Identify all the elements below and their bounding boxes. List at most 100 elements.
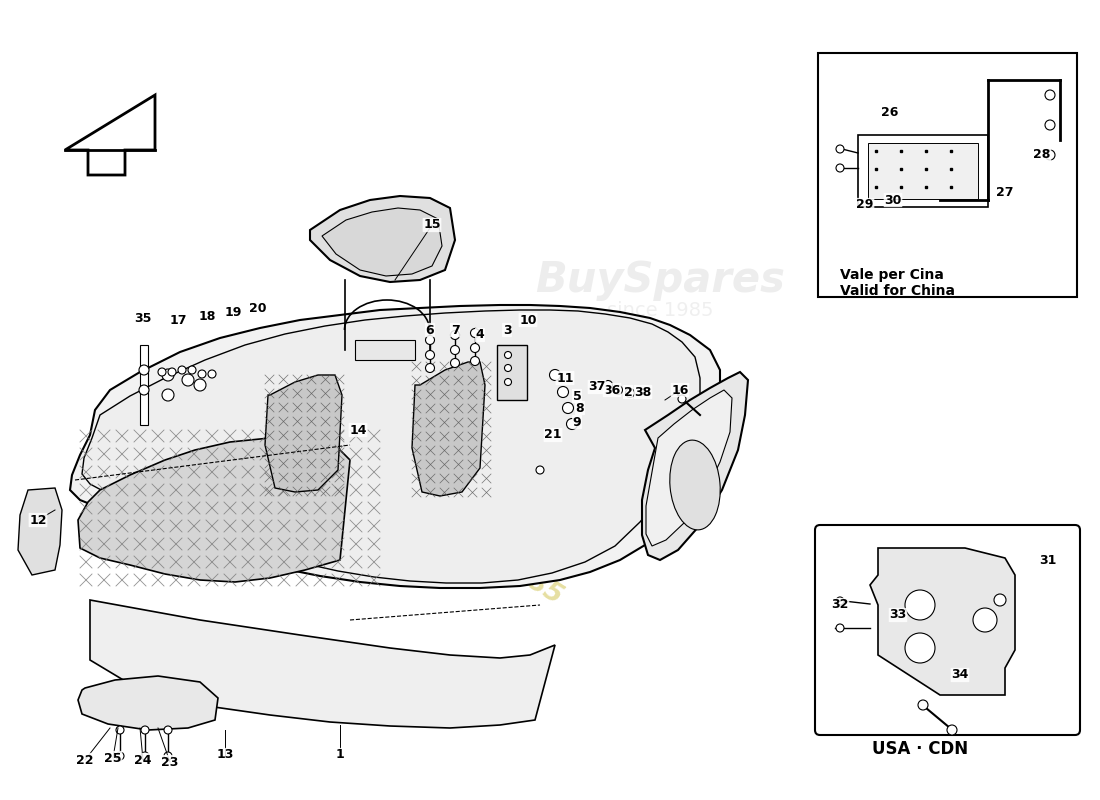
FancyBboxPatch shape	[818, 53, 1077, 297]
Polygon shape	[90, 600, 556, 728]
Text: Valid for China: Valid for China	[840, 284, 955, 298]
Circle shape	[164, 752, 172, 760]
Text: 12: 12	[30, 514, 46, 526]
Text: 14: 14	[350, 423, 366, 437]
Text: 33: 33	[890, 609, 906, 622]
Circle shape	[139, 385, 148, 395]
Text: 23: 23	[162, 755, 178, 769]
Polygon shape	[78, 435, 350, 582]
Circle shape	[505, 378, 512, 386]
Text: 16: 16	[671, 383, 689, 397]
Text: 18: 18	[198, 310, 216, 322]
Circle shape	[141, 752, 149, 760]
Circle shape	[162, 389, 174, 401]
Bar	[497, 345, 527, 400]
Text: 4: 4	[475, 329, 484, 342]
Circle shape	[536, 466, 544, 474]
Circle shape	[994, 594, 1006, 606]
Circle shape	[626, 389, 635, 398]
Circle shape	[178, 366, 186, 374]
Circle shape	[471, 357, 480, 366]
Text: USA · CDN: USA · CDN	[872, 740, 968, 758]
Circle shape	[116, 726, 124, 734]
Circle shape	[208, 370, 216, 378]
Text: 35: 35	[134, 311, 152, 325]
Text: Vale per Cina: Vale per Cina	[840, 268, 944, 282]
Ellipse shape	[670, 440, 720, 530]
Polygon shape	[355, 340, 415, 360]
Circle shape	[505, 365, 512, 371]
Polygon shape	[70, 305, 720, 588]
Polygon shape	[322, 208, 442, 276]
Text: 5: 5	[573, 390, 582, 402]
Circle shape	[451, 330, 460, 339]
Circle shape	[836, 624, 844, 632]
Text: a passion for parts since 1985: a passion for parts since 1985	[173, 350, 568, 610]
FancyBboxPatch shape	[815, 525, 1080, 735]
Circle shape	[505, 351, 512, 358]
Text: 27: 27	[997, 186, 1014, 198]
Polygon shape	[65, 95, 155, 175]
Circle shape	[141, 726, 149, 734]
Circle shape	[471, 329, 480, 338]
Circle shape	[451, 346, 460, 354]
Circle shape	[1045, 120, 1055, 130]
Circle shape	[168, 368, 176, 376]
Text: 13: 13	[217, 749, 233, 762]
Circle shape	[182, 374, 194, 386]
Text: 28: 28	[1033, 149, 1050, 162]
Circle shape	[604, 381, 613, 390]
Circle shape	[836, 597, 844, 605]
Polygon shape	[78, 435, 350, 582]
Text: 10: 10	[519, 314, 537, 326]
Circle shape	[139, 365, 148, 375]
Polygon shape	[412, 362, 485, 496]
Circle shape	[162, 369, 174, 381]
Bar	[140, 345, 148, 425]
Text: 25: 25	[104, 751, 122, 765]
Circle shape	[451, 358, 460, 367]
Circle shape	[1045, 150, 1055, 160]
Text: 3: 3	[503, 323, 512, 337]
Text: 9: 9	[573, 415, 581, 429]
Circle shape	[974, 608, 997, 632]
Text: 26: 26	[881, 106, 899, 118]
Text: 30: 30	[884, 194, 902, 206]
Circle shape	[836, 164, 844, 172]
Bar	[858, 135, 988, 207]
Text: 38: 38	[635, 386, 651, 398]
Text: 31: 31	[1040, 554, 1057, 566]
Circle shape	[905, 590, 935, 620]
Circle shape	[947, 725, 957, 735]
Text: since 1985: since 1985	[607, 301, 713, 319]
Circle shape	[188, 366, 196, 374]
Text: 2: 2	[624, 386, 632, 398]
Circle shape	[1045, 90, 1055, 100]
Text: 29: 29	[856, 198, 873, 211]
Text: 11: 11	[557, 371, 574, 385]
Bar	[868, 143, 978, 199]
Polygon shape	[18, 488, 62, 575]
Text: BuySpares: BuySpares	[535, 259, 785, 301]
Text: 17: 17	[169, 314, 187, 326]
Circle shape	[562, 402, 573, 414]
Polygon shape	[642, 372, 748, 560]
Circle shape	[426, 350, 434, 359]
Polygon shape	[646, 390, 732, 546]
Circle shape	[158, 368, 166, 376]
Text: 19: 19	[224, 306, 242, 318]
Text: 1: 1	[336, 749, 344, 762]
Circle shape	[918, 700, 928, 710]
Text: 32: 32	[832, 598, 849, 611]
Polygon shape	[870, 548, 1015, 695]
Circle shape	[426, 363, 434, 373]
Circle shape	[550, 370, 561, 381]
Text: 37: 37	[588, 381, 606, 394]
Polygon shape	[78, 676, 218, 730]
Text: 6: 6	[426, 323, 434, 337]
Circle shape	[116, 752, 124, 760]
Circle shape	[198, 370, 206, 378]
Polygon shape	[82, 310, 700, 583]
Circle shape	[471, 343, 480, 353]
Polygon shape	[310, 196, 455, 282]
